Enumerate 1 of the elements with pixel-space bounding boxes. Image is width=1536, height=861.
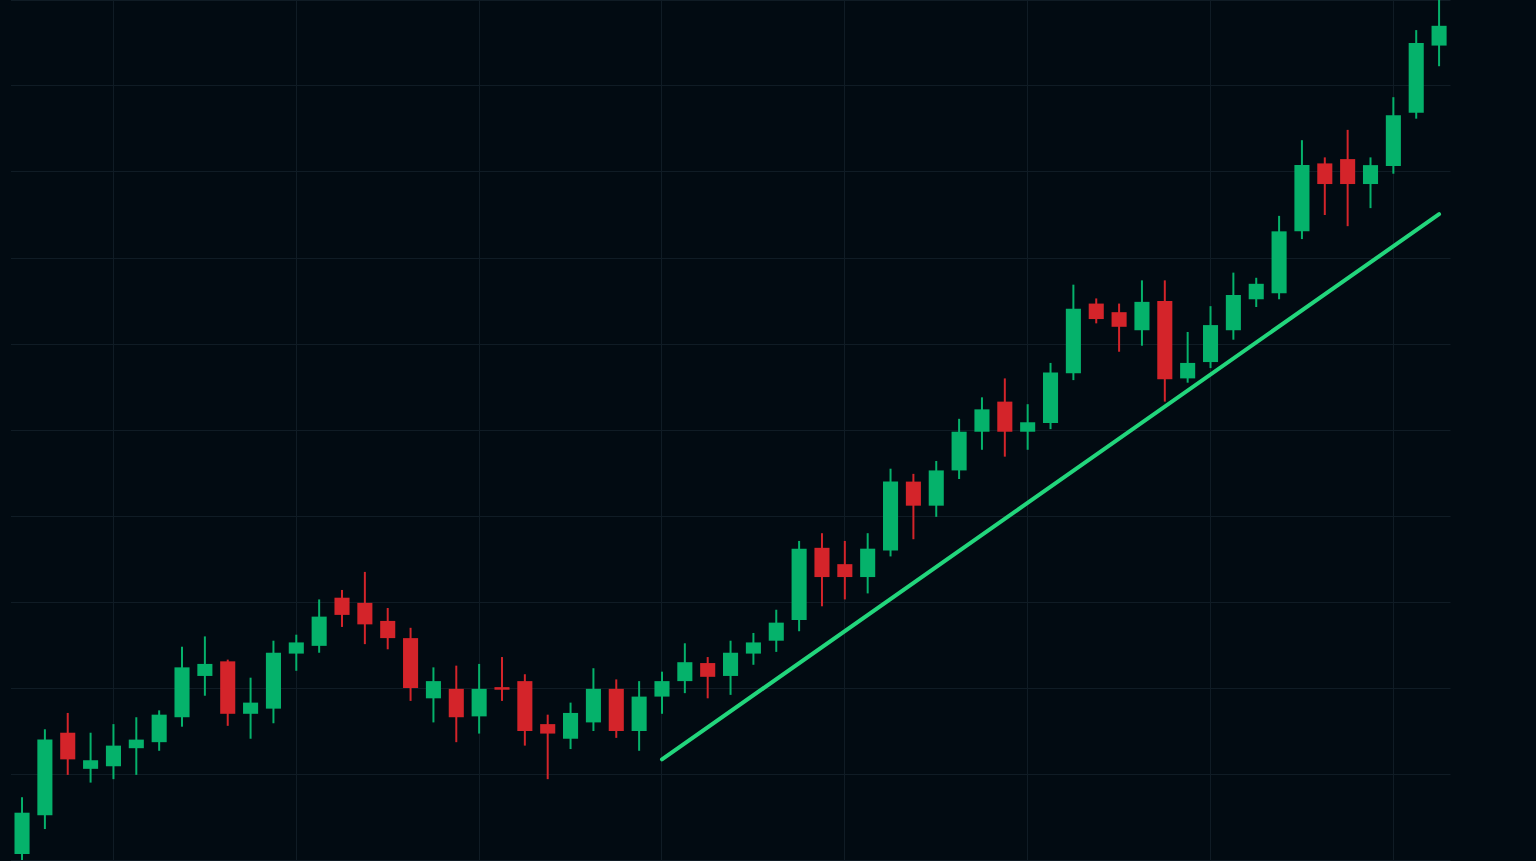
candlestick: [494, 657, 510, 701]
